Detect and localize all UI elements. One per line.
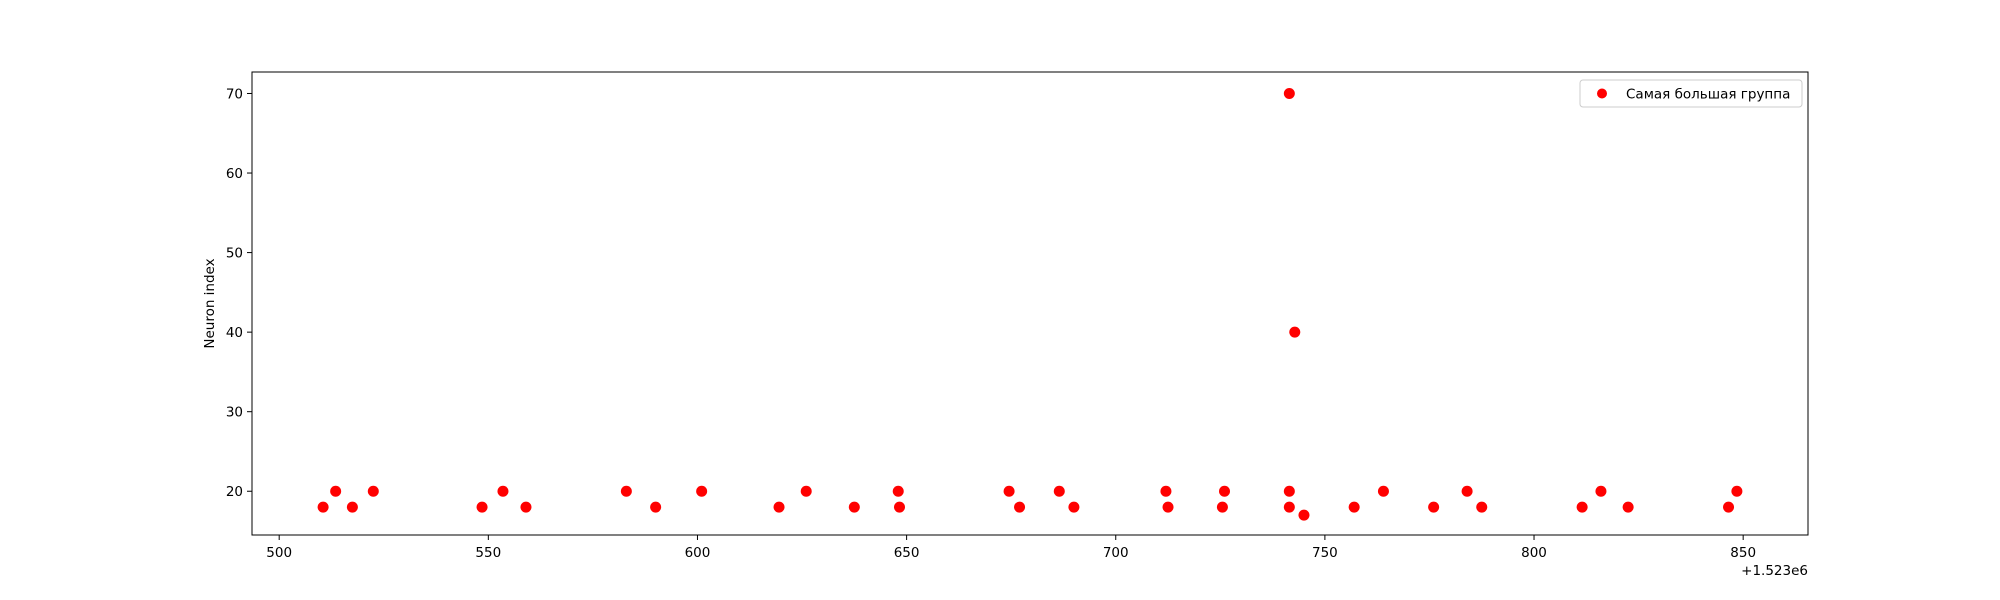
scatter-point — [1160, 485, 1172, 497]
y-tick-label: 60 — [226, 166, 243, 182]
scatter-point — [497, 485, 509, 497]
x-tick-label: 750 — [1312, 545, 1338, 561]
y-tick-label: 50 — [226, 246, 243, 262]
scatter-point — [1289, 326, 1301, 338]
scatter-point — [1003, 485, 1015, 497]
scatter-point — [317, 501, 329, 513]
scatter-point — [1428, 501, 1440, 513]
scatter-point — [1298, 509, 1310, 521]
scatter-point — [1162, 501, 1174, 513]
scatter-point — [1723, 501, 1735, 513]
scatter-point — [367, 485, 379, 497]
scatter-point — [1068, 501, 1080, 513]
scatter-point — [892, 485, 904, 497]
scatter-point — [476, 501, 488, 513]
scatter-point — [1576, 501, 1588, 513]
scatter-point — [1476, 501, 1488, 513]
y-tick-label: 20 — [226, 484, 243, 500]
legend: Самая большая группа — [1579, 79, 1803, 108]
scatter-point — [330, 485, 342, 497]
legend-marker — [1597, 88, 1607, 99]
scatter-point — [1622, 501, 1634, 513]
scatter-point — [520, 501, 532, 513]
scatter-point — [650, 501, 662, 513]
scatter-point — [1219, 485, 1230, 497]
scatter-point — [893, 501, 905, 513]
scatter-point — [1348, 501, 1360, 513]
y-axis-label: Neuron index — [202, 258, 218, 348]
x-tick-label: 500 — [266, 545, 292, 561]
scatter-point — [346, 501, 358, 513]
scatter-point — [1377, 485, 1389, 497]
scatter-point — [773, 501, 785, 513]
x-tick-label: 550 — [475, 545, 501, 561]
scatter-point — [1283, 485, 1295, 497]
scatter-point — [1731, 485, 1743, 497]
scatter-point — [800, 485, 812, 497]
legend-entry: Самая большая группа — [1626, 87, 1790, 103]
scatter-point — [1461, 485, 1473, 497]
scatter-point — [848, 501, 860, 513]
x-tick-label: 600 — [685, 545, 711, 561]
scatter-point — [1283, 501, 1295, 513]
plot-area — [317, 87, 1743, 521]
scatter-point — [1216, 501, 1228, 513]
plot-frame — [251, 71, 1809, 536]
y-tick-label: 40 — [226, 325, 243, 341]
scatter-point — [696, 485, 708, 497]
x-tick-label: 700 — [1103, 545, 1129, 561]
x-tick-label: 650 — [894, 545, 920, 561]
scatter-point — [620, 485, 632, 497]
x-tick-label: 850 — [1730, 545, 1756, 561]
legend-box — [1579, 79, 1803, 108]
y-tick-label: 70 — [226, 86, 243, 102]
y-axis: 20 30 40 50 60 70 — [226, 86, 252, 500]
scatter-point — [1283, 87, 1295, 99]
x-axis: 500 550 600 650 700 750 800 850 — [266, 535, 1756, 561]
x-tick-label: 800 — [1521, 545, 1547, 561]
scatter-point — [1014, 501, 1026, 513]
y-tick-label: 30 — [226, 405, 243, 421]
x-axis-offset-label: +1.523e6 — [1741, 563, 1808, 579]
scatter-point — [1595, 485, 1607, 497]
scatter-point — [1053, 485, 1065, 497]
